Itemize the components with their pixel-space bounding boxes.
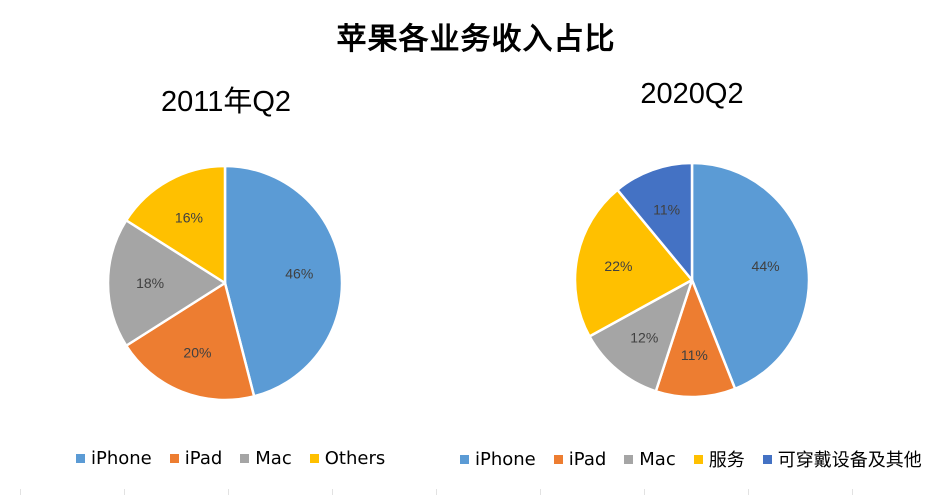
chart-title: 2011年Q2 <box>160 86 292 118</box>
legend-swatch <box>240 454 250 463</box>
data-label: 12% <box>630 330 658 346</box>
data-label: 20% <box>183 345 211 361</box>
data-label: 46% <box>285 266 313 282</box>
legend-label: iPhone <box>91 448 152 469</box>
axis-ticks <box>20 489 950 495</box>
legend-label: Mac <box>255 448 292 469</box>
legend-item: 可穿戴设备及其他 <box>762 446 922 472</box>
legend-swatch <box>169 454 179 463</box>
pie-slice-可穿戴设备及其他 <box>616 161 694 282</box>
data-label: 44% <box>752 258 780 274</box>
pie-chart: 46% 20% 18% 16% <box>106 164 344 402</box>
legend-item: Mac <box>240 448 292 469</box>
pie-slice-Mac <box>106 219 227 347</box>
pie-slice-iPad <box>654 278 737 399</box>
legend-item: iPhone <box>460 449 536 470</box>
legend-label: Mac <box>639 448 676 470</box>
data-label: 16% <box>175 209 203 225</box>
legend-swatch <box>309 454 319 463</box>
pie-slice-Mac <box>588 278 694 393</box>
legend-label: iPad <box>568 448 607 470</box>
pie-slice-服务 <box>573 188 694 338</box>
legend-label: iPhone <box>475 448 536 470</box>
legend-label: iPad <box>184 448 223 469</box>
data-label: 22% <box>604 258 632 274</box>
legend-item: iPad <box>169 448 223 469</box>
legend-label: 服务 <box>708 450 745 471</box>
data-label: 11% <box>681 347 708 363</box>
legend-label: 可穿戴设备及其他 <box>777 450 922 471</box>
legend-swatch <box>460 454 469 464</box>
legend-swatch <box>762 454 772 464</box>
legend-item: Mac <box>624 448 676 470</box>
legend-item: iPad <box>553 448 607 470</box>
chart-2011q2: 2011年Q2 46% 20% 18% 16% iPhone iPad Mac Others <box>76 86 385 469</box>
legend-swatch <box>553 454 563 464</box>
legend-swatch <box>693 454 703 464</box>
data-label: 11% <box>653 202 680 218</box>
legend: iPhone iPad Mac 服务 可穿戴设备及其他 <box>460 446 922 472</box>
legend-item: iPhone <box>76 448 152 469</box>
pie-slice-iPad <box>124 281 256 402</box>
pie-slice-iPhone <box>690 161 811 391</box>
legend-item: Others <box>309 448 386 469</box>
legend: iPhone iPad Mac Others <box>76 448 385 469</box>
chart-title: 2020Q2 <box>640 78 744 110</box>
legend-label: Others <box>324 448 386 469</box>
pie-slice-iPhone <box>223 164 344 398</box>
legend-item: 服务 <box>693 446 745 472</box>
data-label: 18% <box>136 275 164 291</box>
pie-slice-Others <box>124 164 227 285</box>
page-title: 苹果各业务收入占比 <box>336 22 616 57</box>
legend-swatch <box>624 454 634 464</box>
legend-swatch <box>76 454 85 463</box>
